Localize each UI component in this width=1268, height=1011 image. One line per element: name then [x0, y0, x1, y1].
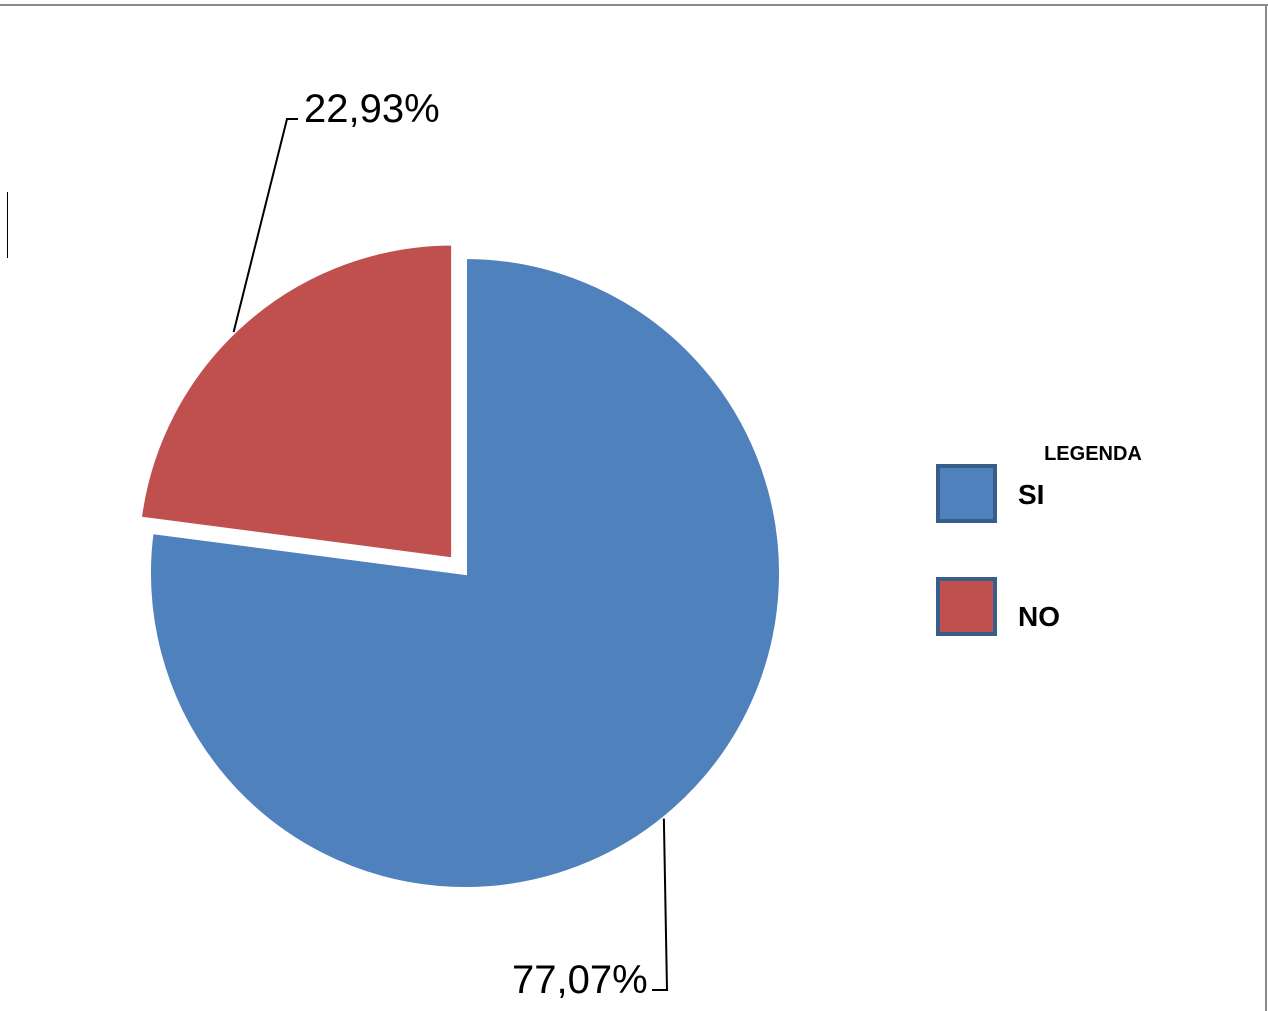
top-border: [0, 4, 1268, 6]
legend-swatch-no: [936, 577, 997, 636]
leader-lines: [232, 118, 669, 991]
data-labels: 77,07% 22,93%: [304, 87, 648, 1002]
legend-title: LEGENDA: [1044, 443, 1142, 465]
legend-label-si: SI: [1018, 479, 1044, 510]
legend-label-no: NO: [1018, 601, 1060, 632]
pie-slice-no: [137, 241, 456, 562]
right-border: [1265, 4, 1267, 1011]
leader-line-si: [652, 818, 669, 991]
pie-slices: [137, 241, 783, 891]
legend: LEGENDA SI NO: [936, 443, 1142, 636]
leader-line-no: [232, 118, 298, 333]
data-label-si: 77,07%: [512, 958, 648, 1002]
pie-slice-si: [147, 254, 783, 891]
data-label-no: 22,93%: [304, 87, 440, 131]
left-edge-line: [7, 192, 8, 258]
legend-swatch-si: [936, 464, 997, 523]
